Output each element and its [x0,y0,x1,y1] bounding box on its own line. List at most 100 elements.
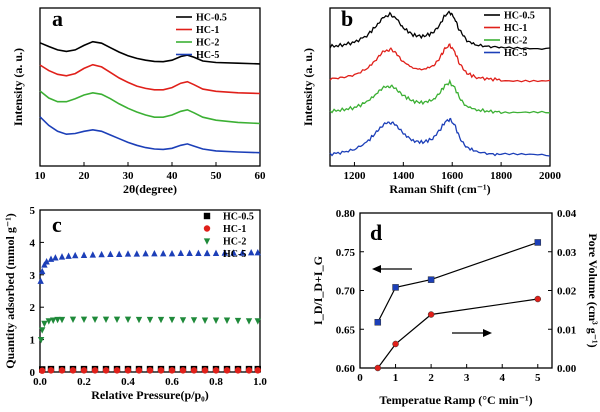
series-line-HC-0.5 [39,40,261,65]
y-tick-label: 0.80 [336,208,356,220]
data-point-left [427,276,435,283]
y-axis-label: I_D/I_D+I_G [311,256,325,325]
x-tick-label: 1200 [343,170,366,182]
x-tick-label: 0.4 [121,376,135,388]
data-point-HC-5 [72,251,79,259]
x-tick-label: 40 [167,170,179,182]
x-tick-label: 2000 [539,170,562,182]
data-point-HC-5 [160,249,167,257]
x-tick-label: 0.8 [209,376,223,388]
x-axis-label: Raman Shift (cm⁻¹) [389,182,490,196]
x-tick-label: 1 [393,372,399,384]
data-point-HC-5 [221,249,228,256]
x-tick-label: 50 [211,170,223,182]
x-tick-label: 1400 [392,170,415,182]
data-point-HC-2 [179,317,187,324]
legend-label: HC-2 [223,237,246,248]
data-point-left [392,284,399,291]
series-line-HC-2 [329,78,551,115]
x-axis-label: 2θ(degree) [123,182,177,196]
y-right-tick-label: 0.02 [557,286,577,298]
data-point-HC-2 [157,316,165,324]
data-point-HC-5 [248,248,255,256]
data-point-HC-1 [245,367,253,374]
y-axis-label: Intensity (a. u.) [11,48,25,126]
plot-frame [39,7,261,167]
data-point-HC-2 [69,316,77,323]
x-tick-label: 0.2 [77,376,91,388]
series-line-left [377,241,538,323]
data-point-HC-5 [212,249,220,257]
y-tick-label: 0.65 [336,324,356,336]
data-point-HC-5 [58,253,66,260]
data-point-HC-2 [39,327,46,334]
data-point-HC-2 [146,316,154,324]
data-point-HC-5 [142,249,149,257]
data-point-HC-2 [223,317,231,324]
legend-label: HC-0.5 [196,13,227,24]
data-point-HC-1 [69,367,77,374]
panel-label: b [341,6,353,31]
series-line-HC-5 [39,116,261,154]
data-point-HC-1 [47,367,55,374]
arrow-right-head [483,329,492,337]
panel-c: 0.0 0.2 0.4 0.6 0.8 1.0 0 1 2 3 4 5 HC-0.5HC-1 HC-2HC… [3,205,267,402]
data-point-HC-5 [89,251,96,258]
plot-frame [359,212,553,369]
data-point-HC-5 [43,258,50,265]
data-point-HC-5 [98,250,105,258]
legend-label: HC-1 [196,25,219,36]
data-point-HC-5 [239,249,246,256]
data-point-HC-2 [124,316,132,323]
data-point-HC-5 [195,249,202,257]
x-tick-label: 0.6 [165,376,179,388]
data-point-HC-5 [37,277,44,284]
legend-marker [203,238,211,245]
data-point-HC-1 [91,367,99,374]
y-right-tick-label: 0.04 [557,208,577,220]
data-point-HC-2 [135,316,143,324]
legend-label: HC-5 [196,50,219,61]
data-point-HC-2 [37,337,45,344]
legend-label: HC-2 [504,36,527,47]
data-point-HC-2 [50,317,57,324]
panel-d: 0 1 2 3 4 5 0.60 0.65 0.70 0.75 0.80 0.00 0.01 0.02 0.… [311,208,600,407]
series-line-right [377,298,538,369]
x-tick-label: 1.0 [253,376,267,388]
data-point-right [374,364,382,372]
y-tick-label: 3 [30,270,36,282]
x-tick-label: 30 [123,170,135,182]
y-right-tick-label: 0.03 [557,247,577,259]
x-tick-label: 10 [35,170,47,182]
data-point-HC-5 [124,250,132,257]
data-point-HC-1 [223,367,231,374]
data-point-HC-2 [41,320,48,328]
data-point-HC-5 [41,261,48,268]
x-tick-label: 60 [255,170,267,182]
data-point-HC-5 [133,250,140,257]
plot-frame [329,7,551,167]
data-point-HC-1 [39,367,46,374]
y-tick-label: 1 [30,335,36,347]
data-point-HC-1 [58,367,66,374]
data-point-HC-1 [212,367,220,374]
data-point-left [374,319,382,326]
data-point-HC-5 [151,249,158,257]
panel-label: c [52,212,62,237]
x-tick-label: 4 [499,372,505,384]
data-point-HC-2 [168,316,176,324]
data-point-HC-1 [157,367,165,374]
legend-label: HC-0.5 [504,11,535,22]
panel-b: 1200 1400 1600 1800 2000 HC-0.5HC-1 HC-2HC-5 b R… [301,6,562,196]
legend-label: HC-5 [223,249,246,260]
data-point-HC-2 [201,317,209,324]
legend-label: HC-2 [196,38,219,49]
series-line-HC-5 [329,117,551,157]
data-point-HC-5 [80,251,88,258]
y-tick-label: 0.60 [336,363,356,375]
data-point-HC-2 [234,317,242,325]
x-tick-label: 1600 [441,170,464,182]
data-point-HC-1 [190,367,198,374]
data-point-HC-2 [91,316,99,323]
legend-label: HC-5 [504,48,527,59]
